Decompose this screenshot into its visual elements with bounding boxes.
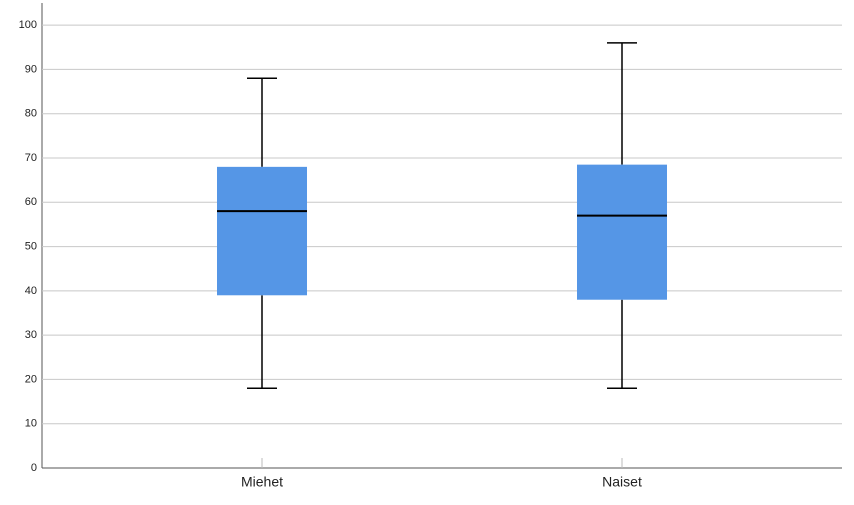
y-tick-label: 70 <box>25 152 37 164</box>
y-tick-label: 10 <box>25 418 37 430</box>
y-tick-label: 90 <box>25 63 37 75</box>
y-tick-label: 50 <box>25 240 37 252</box>
y-tick-label: 40 <box>25 285 37 297</box>
y-tick-label: 100 <box>19 19 37 31</box>
x-tick-label: Miehet <box>241 474 283 490</box>
y-tick-label: 30 <box>25 329 37 341</box>
y-tick-label: 80 <box>25 108 37 120</box>
x-tick-label: Naiset <box>602 474 642 490</box>
y-tick-label: 20 <box>25 373 37 385</box>
y-tick-label: 0 <box>31 462 37 474</box>
box <box>217 166 307 296</box>
y-tick-label: 60 <box>25 196 37 208</box>
box <box>577 164 667 300</box>
